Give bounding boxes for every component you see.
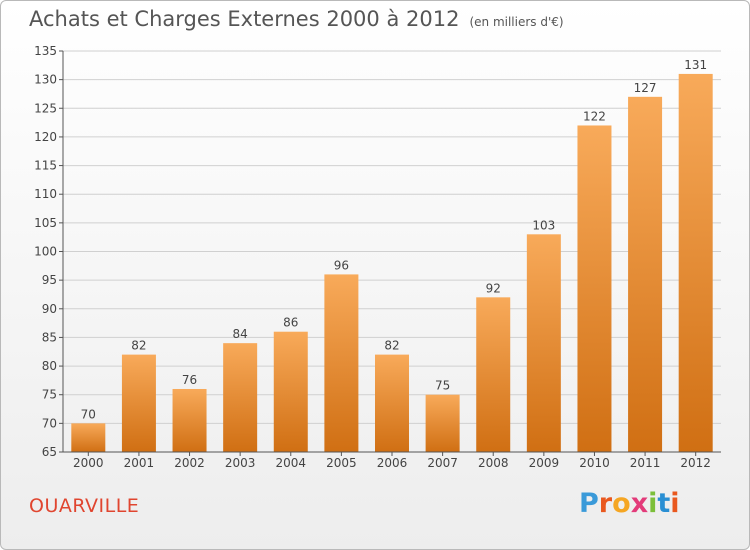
y-tick-label: 130 (34, 73, 57, 87)
bar (172, 388, 207, 452)
y-tick-label: 100 (34, 245, 57, 259)
y-tick-label: 90 (42, 302, 57, 316)
bar (223, 343, 258, 452)
y-tick-label: 135 (34, 44, 57, 58)
data-label: 70 (81, 407, 96, 421)
logo-letter: x (630, 488, 649, 519)
x-tick-label: 2006 (377, 456, 408, 470)
bar (628, 96, 663, 452)
bar (678, 73, 713, 453)
x-tick-label: 2009 (529, 456, 560, 470)
commune-name: OUARVILLE (29, 495, 140, 517)
y-tick-label: 120 (34, 130, 57, 144)
data-label: 131 (684, 58, 707, 72)
data-label: 86 (283, 316, 298, 330)
y-tick-label: 105 (34, 216, 57, 230)
data-label: 96 (334, 258, 349, 272)
bar (476, 297, 511, 452)
y-tick-label: 80 (42, 359, 57, 373)
x-tick-label: 2011 (630, 456, 661, 470)
proxiti-logo[interactable]: Proxiti (579, 488, 680, 519)
x-tick-label: 2002 (174, 456, 205, 470)
data-label: 75 (435, 379, 450, 393)
x-tick-label: 2007 (427, 456, 458, 470)
data-label: 103 (532, 218, 555, 232)
x-tick-label: 2001 (124, 456, 155, 470)
data-label: 122 (583, 109, 606, 123)
title-text: Achats et Charges Externes 2000 à 2012 (29, 7, 460, 31)
x-tick-label: 2004 (275, 456, 306, 470)
bar (324, 274, 359, 452)
y-tick-label: 65 (42, 445, 57, 459)
y-tick-label: 85 (42, 330, 57, 344)
axes (59, 50, 721, 456)
title-unit: (en milliers d'€) (469, 15, 564, 29)
y-tick-label: 110 (34, 187, 57, 201)
data-label: 127 (634, 81, 657, 95)
y-tick-label: 115 (34, 159, 57, 173)
x-tick-label: 2003 (225, 456, 256, 470)
x-tick-label: 2008 (478, 456, 509, 470)
x-tick-label: 2010 (579, 456, 610, 470)
bar (71, 423, 106, 452)
y-tick-label: 125 (34, 101, 57, 115)
data-label: 82 (384, 339, 399, 353)
logo-letter: o (612, 488, 631, 519)
bar (526, 234, 561, 452)
data-label: 76 (182, 373, 197, 387)
y-tick-label: 70 (42, 416, 57, 430)
data-label: 92 (486, 281, 501, 295)
bar (273, 331, 308, 452)
labels: 65 70 75 80 85 90 95 100 105 110 115 120 125 130 135 70… (34, 44, 711, 470)
bar (375, 354, 409, 452)
logo-letter: i (648, 488, 658, 519)
data-label: 82 (131, 339, 146, 353)
bars (71, 73, 713, 453)
bar (577, 125, 612, 452)
logo-letter: t (657, 488, 671, 519)
bar (121, 354, 156, 452)
logo-letter: P (579, 488, 599, 519)
y-tick-label: 95 (42, 273, 57, 287)
y-tick-label: 75 (42, 388, 57, 402)
x-tick-label: 2005 (326, 456, 357, 470)
x-tick-label: 2012 (680, 456, 711, 470)
logo-letter: i (670, 488, 680, 519)
data-label: 84 (233, 327, 248, 341)
chart-title: Achats et Charges Externes 2000 à 2012 (e… (29, 7, 564, 31)
bar (425, 394, 460, 452)
x-tick-label: 2000 (73, 456, 104, 470)
logo-letter: r (598, 488, 613, 519)
